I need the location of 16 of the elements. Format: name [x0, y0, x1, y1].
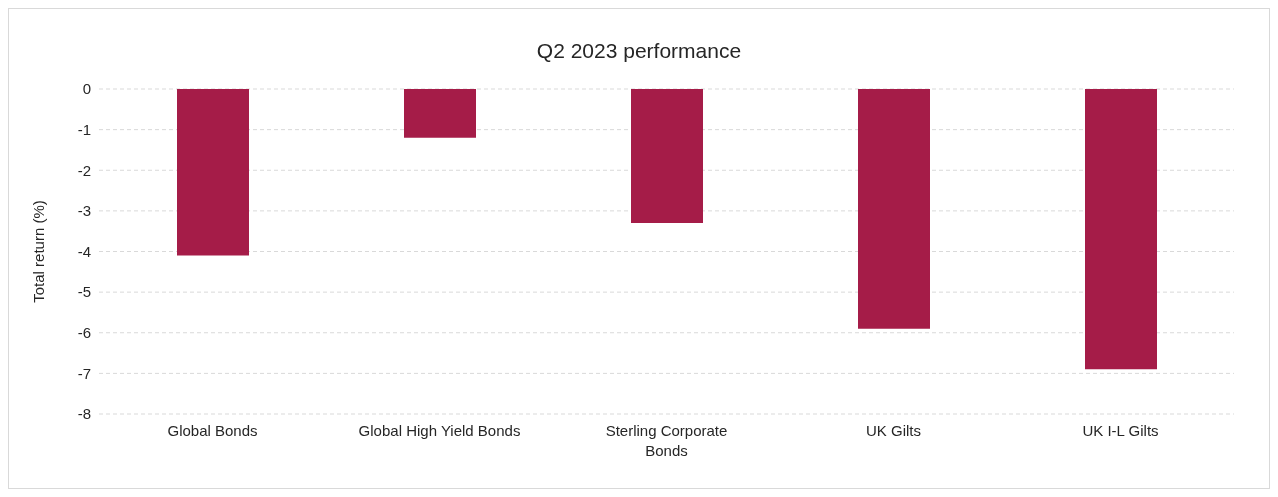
y-tick-label: -6 — [77, 324, 91, 342]
x-tick-label: Global High Yield Bonds — [358, 422, 521, 439]
x-tick-label: UK I-L Gilts — [1082, 422, 1159, 439]
y-tick-label: -1 — [77, 120, 91, 138]
y-tick-label: -7 — [77, 364, 91, 382]
y-tick-label: -2 — [77, 161, 91, 179]
x-tick-label: Global Bonds — [167, 422, 258, 439]
y-axis-title: Total return (%) — [30, 200, 48, 303]
x-tick-label: Sterling Corporate Bonds — [605, 422, 728, 459]
y-tick-label: -4 — [77, 242, 91, 260]
y-tick-label: -3 — [77, 202, 91, 220]
y-tick-label: -5 — [77, 283, 91, 301]
y-tick-label: 0 — [82, 80, 91, 98]
x-tick-label: UK Gilts — [865, 422, 922, 439]
chart-title: Q2 2023 performance — [535, 38, 743, 64]
y-tick-label: -8 — [77, 405, 91, 423]
